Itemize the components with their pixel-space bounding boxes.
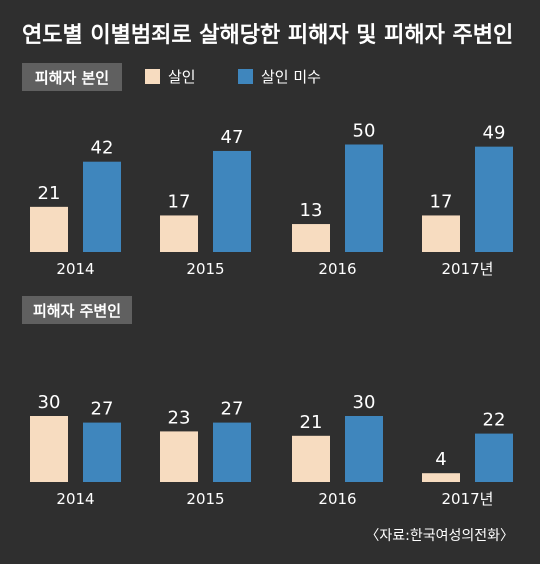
chart1-value-label-murder-1: 17 bbox=[168, 191, 191, 212]
section-2-header: 피해자 주변인 bbox=[22, 296, 132, 324]
chart1-category-label-0: 2014 bbox=[56, 260, 94, 278]
chart2-bar-murder-0 bbox=[30, 416, 68, 482]
chart1-bar-attempted-murder-0 bbox=[83, 161, 121, 252]
chart2-value-label-attempted-murder-1: 27 bbox=[221, 399, 244, 420]
chart2-bar-murder-2 bbox=[292, 435, 330, 482]
chart2-category-label-1: 2015 bbox=[186, 490, 224, 508]
section-2-label: 피해자 주변인 bbox=[33, 302, 121, 320]
section-1-label: 피해자 본인 bbox=[35, 69, 109, 87]
chart1-category-label-2: 2016 bbox=[318, 260, 356, 278]
section-2-label-box bbox=[22, 296, 132, 324]
section-1-label-box bbox=[22, 63, 122, 91]
chart1-value-label-attempted-murder-1: 47 bbox=[221, 127, 244, 148]
chart1-bar-attempted-murder-2 bbox=[345, 144, 383, 252]
chart1-value-label-attempted-murder-2: 50 bbox=[353, 121, 376, 142]
legend-swatch-murder bbox=[145, 69, 160, 84]
legend: 살인 살인 미수 bbox=[145, 68, 321, 86]
chart1-category-label-1: 2015 bbox=[186, 260, 224, 278]
chart2-bar-attempted-murder-2 bbox=[345, 416, 383, 482]
section-2-bars: 30 27 2014 23 27 2015 21 30 2016 4 22 2017년 bbox=[30, 392, 513, 508]
chart1-bar-murder-1 bbox=[160, 215, 198, 252]
chart1-category-label-3: 2017년 bbox=[442, 260, 494, 278]
chart1-bar-murder-2 bbox=[292, 224, 330, 252]
chart1-bar-attempted-murder-1 bbox=[213, 150, 251, 252]
source-note: 〈자료:한국여성의전화〉 bbox=[365, 528, 514, 544]
chart2-value-label-attempted-murder-0: 27 bbox=[91, 399, 114, 420]
chart1-value-label-attempted-murder-0: 42 bbox=[91, 138, 114, 159]
legend-swatch-attempted-murder bbox=[238, 69, 253, 84]
chart2-bar-murder-1 bbox=[160, 431, 198, 482]
chart1-value-label-murder-2: 13 bbox=[300, 200, 323, 221]
chart1-value-label-attempted-murder-3: 49 bbox=[483, 123, 506, 144]
section-1-bars: 21 42 2014 17 47 2015 13 50 2016 17 49 2017년 bbox=[30, 121, 513, 278]
chart2-value-label-attempted-murder-3: 22 bbox=[483, 410, 506, 431]
chart1-bar-murder-0 bbox=[30, 206, 68, 252]
chart2-value-label-murder-1: 23 bbox=[168, 407, 191, 428]
chart2-value-label-murder-3: 4 bbox=[435, 449, 446, 470]
chart1-bar-murder-3 bbox=[422, 215, 460, 252]
chart-title: 연도별 이별범죄로 살해당한 피해자 및 피해자 주변인 bbox=[22, 23, 513, 48]
chart2-category-label-0: 2014 bbox=[56, 490, 94, 508]
chart2-bar-attempted-murder-1 bbox=[213, 422, 251, 482]
chart2-category-label-2: 2016 bbox=[318, 490, 356, 508]
chart1-value-label-murder-3: 17 bbox=[430, 191, 453, 212]
chart2-bar-attempted-murder-3 bbox=[475, 433, 513, 482]
legend-label-attempted-murder: 살인 미수 bbox=[261, 68, 321, 86]
chart2-bar-murder-3 bbox=[422, 473, 460, 482]
chart1-value-label-murder-0: 21 bbox=[38, 183, 61, 204]
chart2-value-label-murder-2: 21 bbox=[300, 412, 323, 433]
chart2-value-label-murder-0: 30 bbox=[38, 392, 61, 413]
chart1-bar-attempted-murder-3 bbox=[475, 146, 513, 252]
chart2-bar-attempted-murder-0 bbox=[83, 422, 121, 482]
legend-label-murder: 살인 bbox=[168, 68, 196, 86]
section-1-header: 피해자 본인 bbox=[22, 63, 122, 91]
chart2-category-label-3: 2017년 bbox=[442, 490, 494, 508]
chart2-value-label-attempted-murder-2: 30 bbox=[353, 392, 376, 413]
